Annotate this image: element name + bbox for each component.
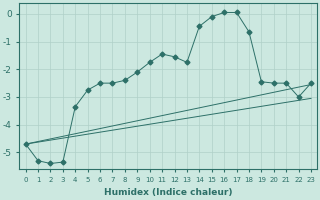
X-axis label: Humidex (Indice chaleur): Humidex (Indice chaleur) — [104, 188, 233, 197]
